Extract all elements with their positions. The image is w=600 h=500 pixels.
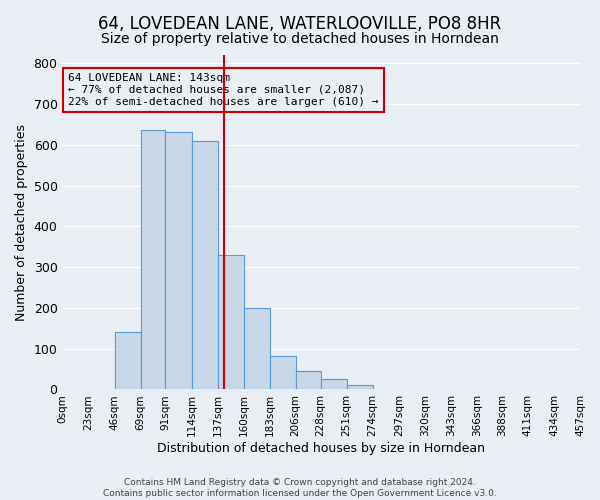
Bar <box>320 380 347 390</box>
Bar <box>115 332 140 390</box>
Bar <box>218 255 244 390</box>
Bar <box>347 384 373 390</box>
Y-axis label: Number of detached properties: Number of detached properties <box>15 124 28 320</box>
Bar <box>140 130 166 390</box>
Text: 64 LOVEDEAN LANE: 143sqm
← 77% of detached houses are smaller (2,087)
22% of sem: 64 LOVEDEAN LANE: 143sqm ← 77% of detach… <box>68 74 379 106</box>
Bar <box>528 388 554 390</box>
Bar <box>244 308 269 390</box>
Bar <box>166 132 191 390</box>
Bar <box>296 371 320 390</box>
Text: Size of property relative to detached houses in Horndean: Size of property relative to detached ho… <box>101 32 499 46</box>
Bar <box>191 142 218 390</box>
X-axis label: Distribution of detached houses by size in Horndean: Distribution of detached houses by size … <box>157 442 485 455</box>
Text: 64, LOVEDEAN LANE, WATERLOOVILLE, PO8 8HR: 64, LOVEDEAN LANE, WATERLOOVILLE, PO8 8H… <box>98 15 502 33</box>
Bar <box>269 356 296 390</box>
Text: Contains HM Land Registry data © Crown copyright and database right 2024.
Contai: Contains HM Land Registry data © Crown c… <box>103 478 497 498</box>
